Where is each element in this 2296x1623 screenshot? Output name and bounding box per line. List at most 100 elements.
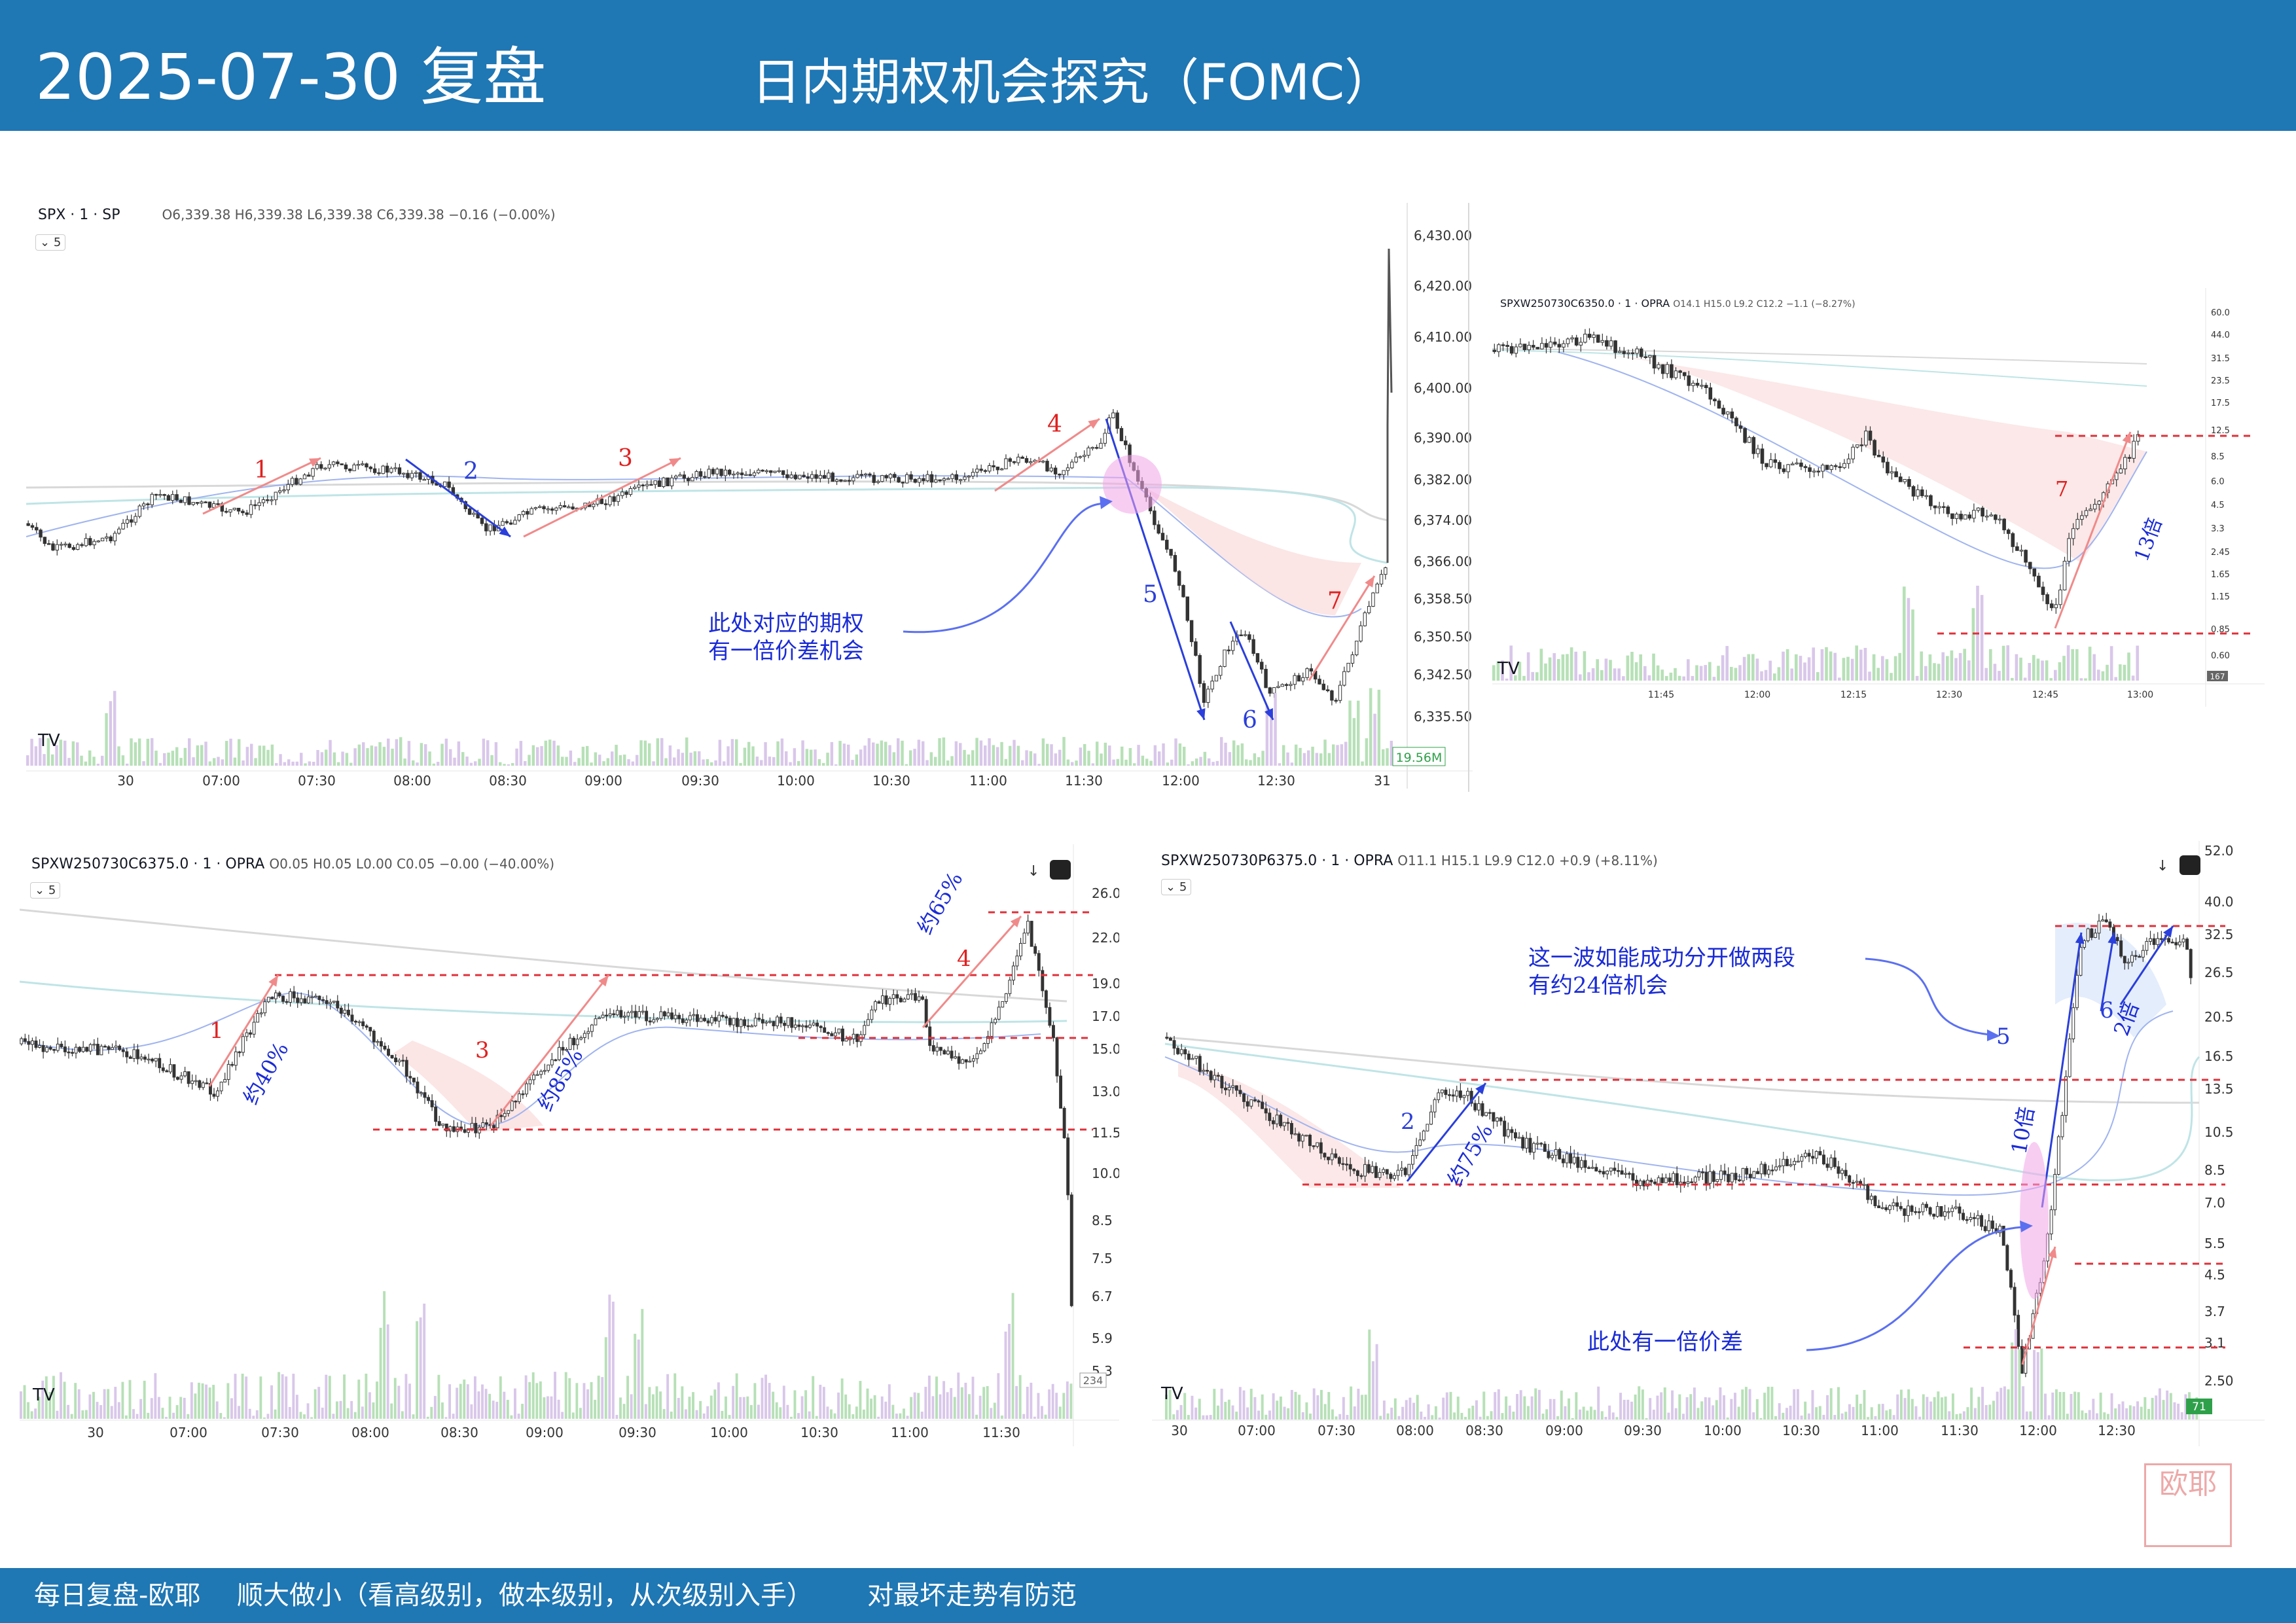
- spx-candle-body: [467, 508, 472, 515]
- spx-interval-toggle[interactable]: ⌄ 5: [35, 234, 66, 251]
- spx-chart-panel[interactable]: SPX · 1 · SP O6,339.38 H6,339.38 L6,339.…: [26, 196, 1473, 798]
- c6350-candle-body: [2006, 529, 2011, 534]
- spx-volume-bar: [847, 744, 850, 766]
- spx-volume-bar: [287, 759, 291, 766]
- c6350-volume-bar: [1548, 657, 1552, 681]
- spx-volume-bar: [1386, 748, 1389, 766]
- spx-volume-bar: [499, 762, 502, 766]
- c6350-candle-body: [1876, 454, 1881, 457]
- spx-volume-bar: [171, 751, 175, 766]
- c6375-y-tick: 26.0: [1092, 885, 1119, 901]
- c6350-candle-body: [1778, 462, 1782, 469]
- p6375-volume-bar: [2136, 1401, 2140, 1419]
- p6375-volume-bar: [1257, 1410, 1261, 1419]
- c6375-candle-body: [168, 1064, 172, 1073]
- c6350-candle-body: [1552, 342, 1557, 345]
- spx-candle-body: [843, 480, 847, 482]
- spx-candle-body: [1214, 675, 1219, 682]
- c6375-volume-bar: [978, 1395, 982, 1419]
- p6375-volume-bar: [1840, 1413, 1844, 1419]
- p6375-candle-body: [1341, 1163, 1345, 1165]
- p6375-volume-bar: [1527, 1406, 1530, 1419]
- p6375-volume-bar: [1305, 1402, 1308, 1419]
- spx-candle-body: [105, 536, 109, 539]
- c6375-candle-body: [648, 1020, 652, 1023]
- spx-volume-bar: [776, 741, 780, 766]
- p6375-candle-body: [1246, 1101, 1249, 1107]
- c6375-volume-bar: [648, 1387, 651, 1419]
- spx-volume-bar: [934, 757, 937, 766]
- p6375-volume-bar: [1242, 1390, 1246, 1419]
- spx-candle-body: [1041, 461, 1045, 463]
- c6350-volume-bar: [1747, 654, 1751, 681]
- c6350-candle-body: [1622, 351, 1626, 354]
- p6375-y-tick: 40.0: [2204, 894, 2234, 910]
- spx-candle-body: [232, 507, 237, 510]
- spx-volume-bar: [897, 738, 900, 766]
- c6375-volume-bar: [128, 1380, 132, 1419]
- spx-candle-body: [26, 523, 30, 526]
- spx-volume-bar: [432, 763, 436, 766]
- spx-candle-body: [183, 496, 187, 503]
- c6375-candle-body: [543, 1070, 547, 1072]
- c6375-volume-bar: [913, 1392, 916, 1419]
- p6375-volume-bar: [1708, 1397, 1711, 1419]
- c6350-volume-bar: [1721, 655, 1725, 681]
- spx-candle-body: [616, 495, 620, 502]
- c6375-volume-bar: [757, 1404, 760, 1419]
- spx-candle-body: [798, 474, 802, 480]
- spx-candle-body: [71, 547, 76, 550]
- c6375-candle-body: [786, 1017, 790, 1026]
- c6350-candle-body: [1704, 385, 1708, 388]
- spx-volume-bar: [262, 745, 266, 766]
- c6350-chart-panel[interactable]: SPXW250730C6350.0 · 1 · OPRA O14.1 H15.0…: [1492, 288, 2265, 707]
- c6350-volume-bar: [1963, 649, 1967, 681]
- p6375-volume-bar: [1852, 1406, 1855, 1419]
- p6375-chart-panel[interactable]: SPXW250730P6375.0 · 1 · OPRA O11.1 H15.1…: [1152, 841, 2265, 1446]
- c6375-candle-body: [85, 1046, 89, 1052]
- spx-volume-bar: [387, 738, 390, 766]
- p6375-volume-bar: [1763, 1393, 1767, 1419]
- c6350-volume-bar: [1768, 660, 1772, 681]
- spx-volume-bar: [954, 741, 958, 766]
- p6375-candle-body: [1693, 1177, 1697, 1183]
- spx-candle-body: [513, 520, 517, 525]
- spx-volume-bar: [726, 746, 730, 766]
- c6350-candle-body: [1734, 418, 1738, 427]
- c6375-candle-body: [281, 995, 285, 1002]
- c6350-volume-bar: [1674, 668, 1677, 681]
- p6375-candle-body: [1638, 1180, 1642, 1186]
- p6375-volume-bar: [1881, 1404, 1884, 1419]
- c6350-wave-7-arrow: [2054, 431, 2132, 629]
- c6375-candle-body: [739, 1019, 743, 1027]
- c6375-chart-panel[interactable]: SPXW250730C6375.0 · 1 · OPRA O0.05 H0.05…: [20, 844, 1119, 1446]
- spx-volume-bar: [959, 743, 962, 766]
- c6350-volume-bar: [2071, 649, 2075, 681]
- p6375-candle-body: [1862, 1184, 1866, 1186]
- spx-volume-bar: [350, 762, 353, 766]
- p6375-candle-body: [1980, 1215, 1984, 1227]
- p6375-interval-toggle[interactable]: ⌄ 5: [1161, 879, 1192, 895]
- c6375-settings-button: [1050, 860, 1071, 880]
- spx-volume-bar: [1025, 750, 1028, 766]
- spx-volume-bar: [1348, 700, 1352, 766]
- spx-candle-body: [571, 507, 575, 510]
- c6375-volume-bar: [1011, 1293, 1014, 1419]
- c6350-volume-bar: [1812, 647, 1816, 681]
- c6375-interval-toggle[interactable]: ⌄ 5: [30, 882, 61, 899]
- spx-candle-body: [501, 521, 505, 526]
- c6350-candle-body: [1674, 370, 1678, 378]
- p6375-candle-body: [1403, 1168, 1407, 1175]
- c6375-candle-body: [884, 995, 888, 1005]
- spx-volume-badge-box: [1392, 747, 1446, 766]
- p6375-volume-bar: [1375, 1344, 1378, 1419]
- p6375-candle-body: [1367, 1164, 1371, 1173]
- c6375-y-tick: 13.0: [1092, 1084, 1119, 1099]
- spx-volume-bar: [531, 745, 535, 766]
- c6375-volume-bar: [510, 1415, 513, 1419]
- spx-candle-body: [992, 465, 996, 468]
- p6375-candle-body: [2072, 1007, 2075, 1039]
- c6350-y-tick: 60.0: [2211, 308, 2230, 318]
- p6375-candle-body: [1939, 1206, 1943, 1217]
- c6375-candle-body: [226, 1063, 230, 1080]
